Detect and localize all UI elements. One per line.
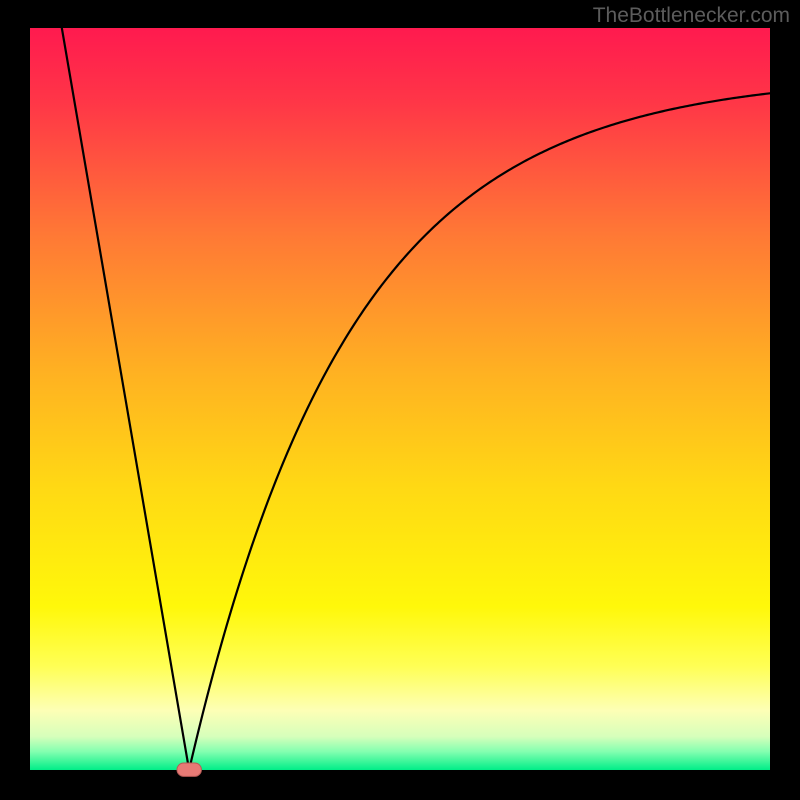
gradient-background — [30, 28, 770, 770]
watermark-text: TheBottlenecker.com — [593, 4, 790, 28]
plot-svg — [30, 28, 770, 770]
gradient-plot-area — [30, 28, 770, 770]
figure-container: TheBottlenecker.com — [0, 0, 800, 800]
